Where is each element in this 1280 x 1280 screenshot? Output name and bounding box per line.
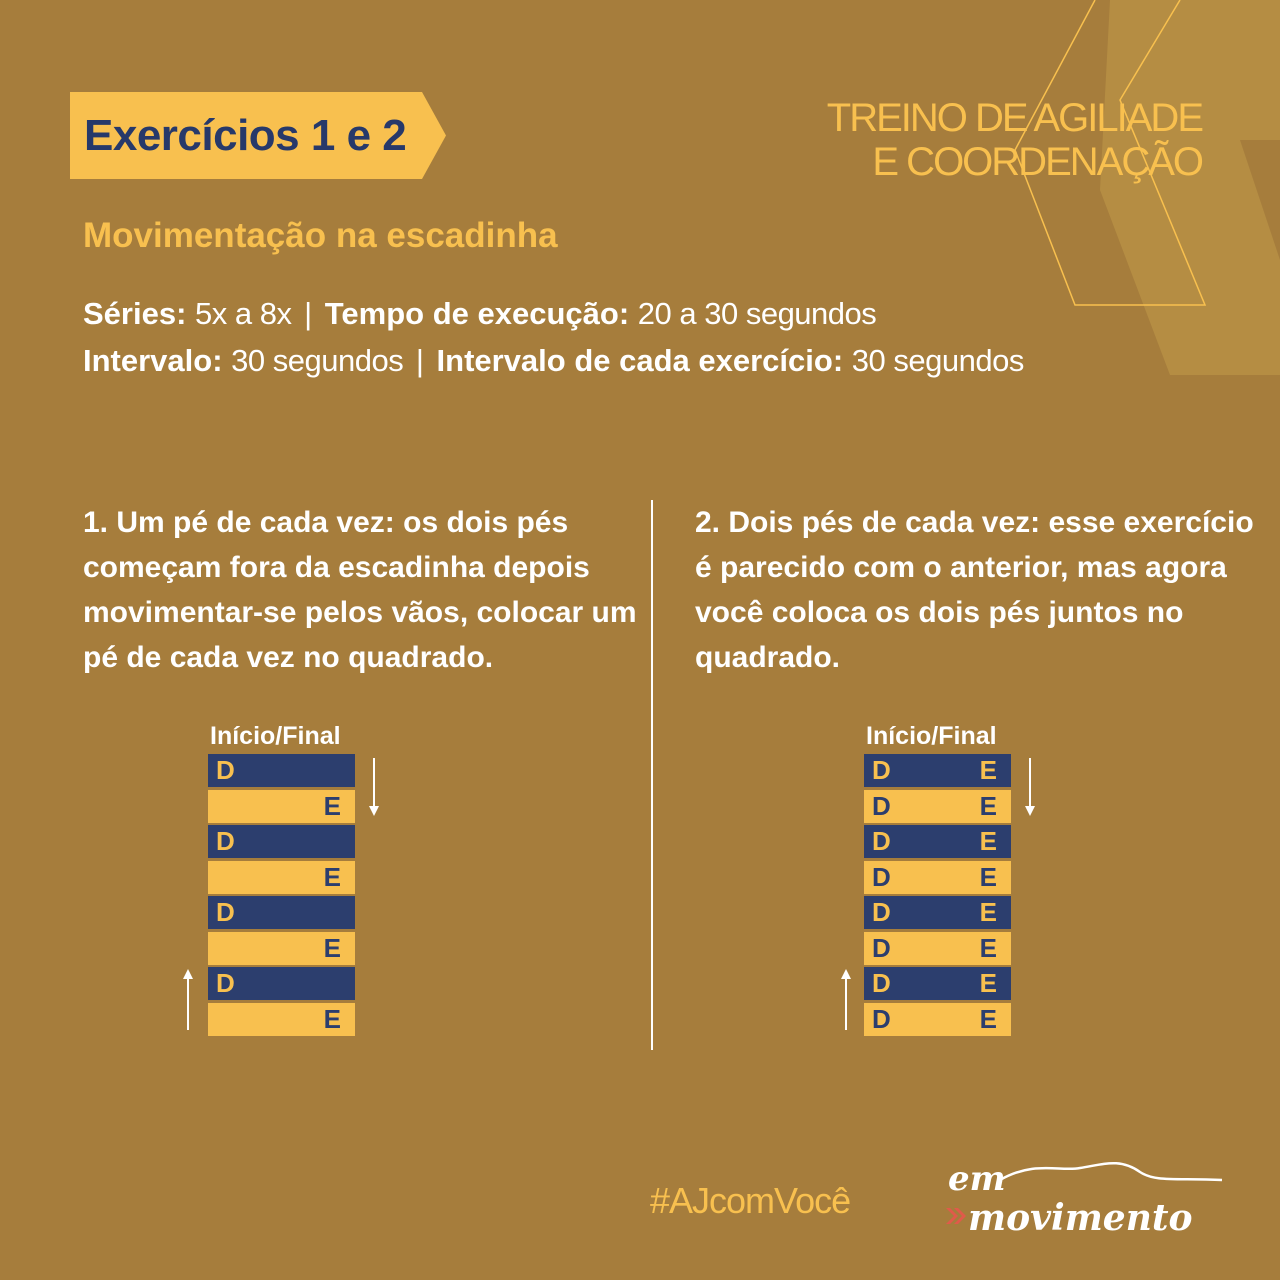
left-foot-marker: E bbox=[323, 861, 341, 892]
exercise-1-description: 1. Um pé de cada vez: os dois pés começa… bbox=[83, 506, 637, 674]
logo-text-em: em bbox=[948, 1159, 1006, 1199]
logo-text-movimento: movimento bbox=[968, 1197, 1193, 1239]
em-movimento-logo: em movimento bbox=[946, 1159, 1223, 1239]
hashtag: #AJcomVocê bbox=[650, 1180, 851, 1221]
left-foot-marker: E bbox=[979, 790, 997, 821]
brand-title: TREINO DE AGILIADE E COORDENAÇÃO bbox=[826, 96, 1204, 184]
interval-label: Intervalo: bbox=[83, 343, 223, 378]
right-foot-marker: D bbox=[216, 968, 235, 998]
meta-line-2: Intervalo: 30 segundos | Intervalo de ca… bbox=[83, 343, 1024, 379]
arrow-down-icon bbox=[1025, 758, 1035, 816]
arrow-up-icon bbox=[841, 969, 851, 1030]
meta-line-1: Séries: 5x a 8x | Tempo de execução: 20 … bbox=[83, 296, 877, 332]
brand-title-line-1: TREINO DE AGILIADE bbox=[826, 96, 1204, 140]
left-foot-marker: E bbox=[323, 932, 341, 963]
right-foot-marker: D bbox=[872, 861, 891, 892]
right-foot-marker: D bbox=[872, 826, 891, 856]
left-foot-marker: E bbox=[979, 932, 997, 963]
ladder-rung: D bbox=[208, 825, 355, 858]
left-foot-marker: E bbox=[979, 755, 997, 785]
right-foot-marker: D bbox=[872, 1003, 891, 1034]
left-foot-marker: E bbox=[323, 790, 341, 821]
left-foot-marker: E bbox=[979, 1003, 997, 1034]
right-foot-marker: D bbox=[872, 755, 891, 785]
subtitle: Movimentação na escadinha bbox=[83, 216, 558, 255]
ladder-rung: E bbox=[208, 860, 355, 894]
right-foot-marker: D bbox=[216, 826, 235, 856]
time-value: 20 a 30 segundos bbox=[637, 296, 877, 331]
series-value: 5x a 8x bbox=[195, 296, 292, 331]
title-badge: Exercícios 1 e 2 bbox=[70, 92, 446, 179]
right-foot-marker: D bbox=[216, 897, 235, 927]
right-foot-marker: D bbox=[872, 897, 891, 927]
left-foot-marker: E bbox=[979, 897, 997, 927]
separator: | bbox=[415, 343, 424, 378]
exercise-2-description: 2. Dois pés de cada vez: esse exercício … bbox=[695, 506, 1254, 674]
interval-value: 30 segundos bbox=[231, 343, 404, 378]
right-foot-marker: D bbox=[872, 790, 891, 821]
arrow-up-icon bbox=[183, 969, 193, 1030]
right-foot-marker: D bbox=[872, 968, 891, 998]
column-divider bbox=[651, 500, 653, 1050]
ladder-label: Início/Final bbox=[210, 722, 341, 750]
right-foot-marker: D bbox=[216, 755, 235, 785]
left-foot-marker: E bbox=[979, 968, 997, 998]
arrow-down-icon bbox=[369, 758, 379, 816]
right-foot-marker: D bbox=[872, 932, 891, 963]
ladder-rung: D bbox=[208, 967, 355, 1000]
left-foot-marker: E bbox=[979, 826, 997, 856]
exercise-interval-label: Intervalo de cada exercício: bbox=[436, 343, 844, 378]
brand-title-line-2: E COORDENAÇÃO bbox=[872, 140, 1204, 184]
page-title: Exercícios 1 e 2 bbox=[84, 111, 407, 160]
series-label: Séries: bbox=[83, 296, 187, 331]
time-label: Tempo de execução: bbox=[324, 296, 630, 331]
ladder-label: Início/Final bbox=[866, 722, 997, 750]
left-foot-marker: E bbox=[323, 1003, 341, 1034]
ladder-rung: D bbox=[208, 754, 355, 787]
left-foot-marker: E bbox=[979, 861, 997, 892]
separator: | bbox=[304, 296, 313, 331]
ladder-rung: D bbox=[208, 896, 355, 929]
ladder-rung: E bbox=[208, 931, 355, 965]
exercise-interval-value: 30 segundos bbox=[851, 343, 1025, 378]
ladder-rungs: D E D E D E D E bbox=[208, 754, 355, 1038]
ladder-rung: E bbox=[208, 789, 355, 823]
ladder-rung: E bbox=[208, 1002, 355, 1036]
